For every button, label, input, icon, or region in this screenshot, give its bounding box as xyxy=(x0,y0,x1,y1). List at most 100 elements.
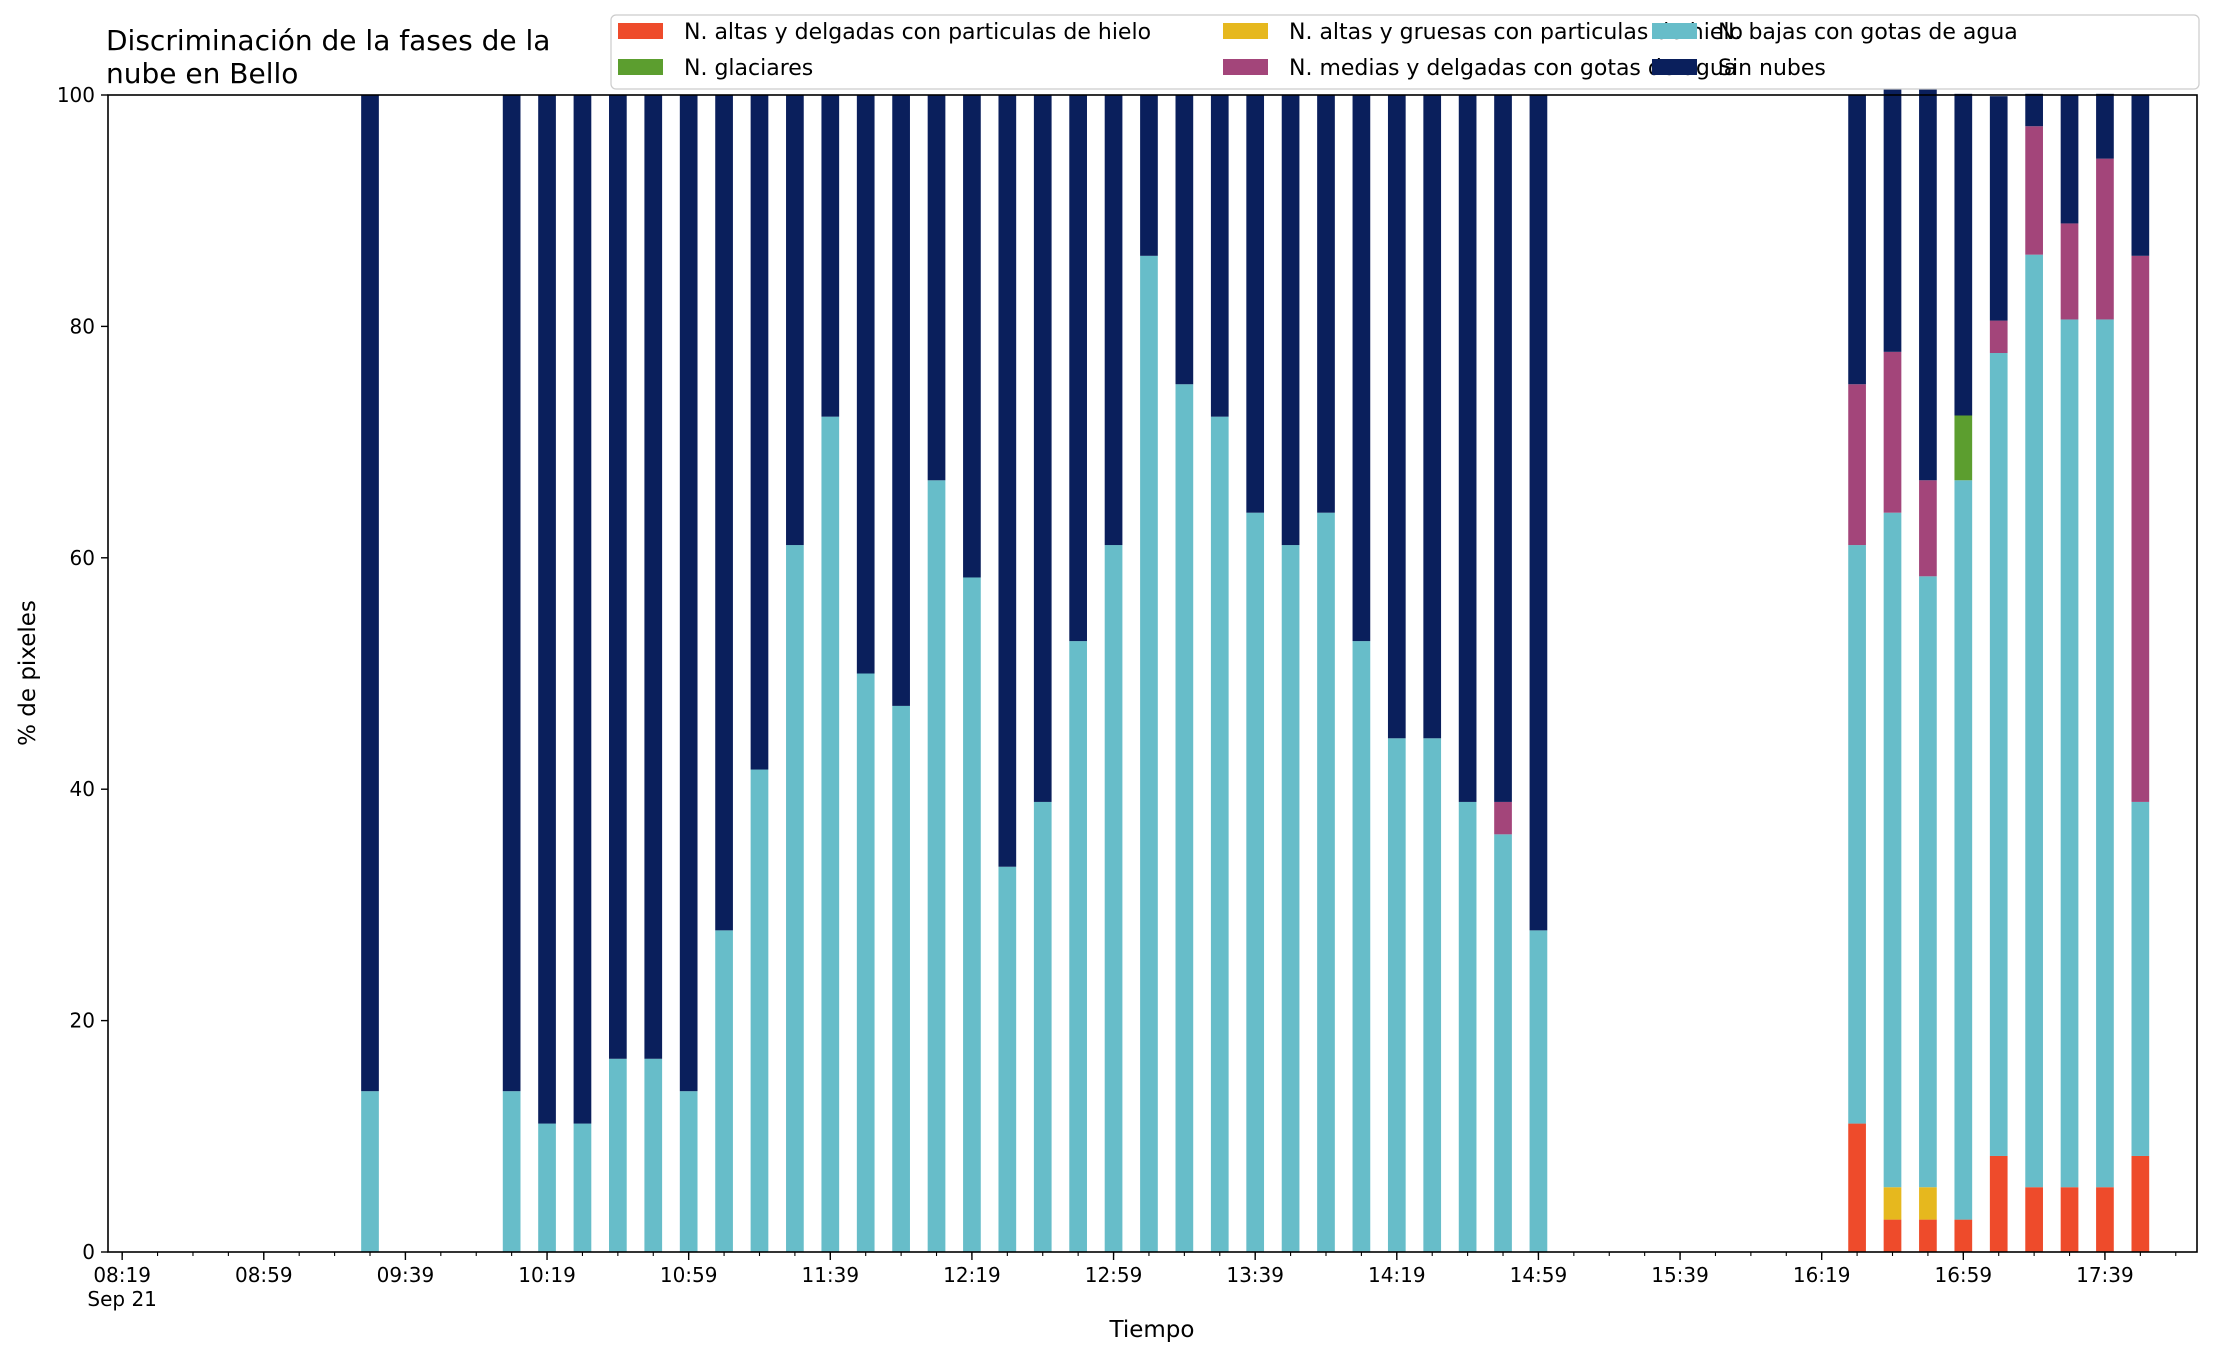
bar-segment xyxy=(361,95,379,1092)
bar-segment xyxy=(1033,95,1052,802)
bar-segment xyxy=(1529,930,1548,1252)
bar-segment xyxy=(892,705,910,1252)
bar-segment xyxy=(609,1058,627,1252)
x-date-label: Sep 21 xyxy=(87,1287,157,1311)
x-tick-label: 15:39 xyxy=(1651,1263,1709,1287)
chart-title-line2: nube en Bello xyxy=(106,57,298,90)
bar-segment xyxy=(1423,95,1442,739)
bar-segment xyxy=(786,545,804,1252)
legend-swatch xyxy=(618,23,663,39)
bar-segment xyxy=(2096,158,2114,320)
bar-segment xyxy=(573,1123,592,1252)
bar-segment xyxy=(1210,416,1229,1252)
bar-segment xyxy=(2060,1187,2079,1252)
bar-segment xyxy=(963,577,981,1252)
bar-segment xyxy=(1104,545,1123,1252)
bar-segment xyxy=(1175,384,1194,1252)
y-axis: 0 20 40 60 80 100 xyxy=(57,83,108,1264)
bar-segment xyxy=(1387,738,1406,1252)
bar-segment xyxy=(1954,1219,1973,1252)
bar-segment xyxy=(821,95,840,417)
x-tick-label: 13:39 xyxy=(1226,1263,1284,1287)
bar-segment xyxy=(2025,126,2043,255)
bar-segment xyxy=(1848,1123,1866,1252)
x-tick-label: 14:59 xyxy=(1510,1263,1568,1287)
bar-segment xyxy=(1317,512,1335,1252)
bar-segment xyxy=(2131,801,2150,1156)
bar-segment xyxy=(609,95,627,1059)
legend: N. altas y delgadas con particulas de hi… xyxy=(610,14,2200,90)
y-tick-label: 0 xyxy=(82,1240,95,1264)
bar-segment xyxy=(1423,738,1442,1252)
x-tick-label: 11:39 xyxy=(801,1263,859,1287)
bar-segment xyxy=(1069,641,1087,1252)
bar-segment xyxy=(538,1123,556,1252)
bar-segment xyxy=(1458,95,1477,802)
bar-segment xyxy=(538,95,556,1124)
bar-segment xyxy=(1140,255,1158,1252)
bar-segment xyxy=(1529,95,1548,931)
bar-segment xyxy=(1883,351,1902,513)
legend-frame xyxy=(610,14,2200,90)
bars-layer xyxy=(361,62,2150,1252)
plot-frame xyxy=(107,94,2198,1253)
x-tick-label: 17:39 xyxy=(2076,1263,2134,1287)
chart-title-line1: Discriminación de la fases de la xyxy=(106,24,550,57)
x-tick-label: 10:19 xyxy=(518,1263,576,1287)
bar-segment xyxy=(1210,95,1229,417)
legend-label: N. altas y delgadas con particulas de hi… xyxy=(684,20,1151,45)
bar-segment xyxy=(1883,1219,1902,1252)
x-tick-label: 09:39 xyxy=(377,1263,435,1287)
bar-segment xyxy=(1919,1187,1937,1220)
bar-segment xyxy=(1883,62,1902,352)
bar-segment xyxy=(573,95,592,1124)
bar-segment xyxy=(2060,319,2079,1188)
bar-segment xyxy=(1281,545,1300,1252)
legend-label: N. bajas con gotas de agua xyxy=(1718,20,2018,45)
bar-segment xyxy=(963,95,981,578)
bar-segment xyxy=(856,95,875,674)
bar-segment xyxy=(2131,1155,2150,1252)
bar-segment xyxy=(1989,320,2008,354)
bar-segment xyxy=(750,769,769,1252)
x-tick-label: 16:19 xyxy=(1793,1263,1851,1287)
bar-segment xyxy=(1069,95,1087,642)
x-tick-label: 16:59 xyxy=(1934,1263,1992,1287)
bar-segment xyxy=(1919,62,1937,481)
bar-segment xyxy=(1281,95,1300,546)
bar-segment xyxy=(1033,801,1052,1252)
y-tick-label: 20 xyxy=(70,1009,95,1033)
bar-segment xyxy=(2096,93,2114,159)
bar-segment xyxy=(1883,512,1902,1188)
bar-segment xyxy=(1848,545,1866,1124)
bar-segment xyxy=(1919,576,1937,1188)
x-tick-label: 08:19 xyxy=(93,1263,151,1287)
bar-segment xyxy=(1494,801,1512,835)
bar-segment xyxy=(2060,223,2079,320)
bar-segment xyxy=(998,95,1017,867)
bar-segment xyxy=(644,1058,663,1252)
bar-segment xyxy=(998,866,1017,1252)
bar-segment xyxy=(715,95,733,931)
bar-segment xyxy=(2131,95,2150,256)
y-tick-label: 40 xyxy=(70,777,95,801)
bar-segment xyxy=(856,673,875,1252)
bar-segment xyxy=(1954,93,1973,416)
legend-swatch xyxy=(1652,23,1697,39)
bar-segment xyxy=(2131,255,2150,802)
legend-swatch xyxy=(1223,23,1268,39)
bar-segment xyxy=(2025,1187,2043,1252)
bar-segment xyxy=(1494,834,1512,1252)
bar-segment xyxy=(1387,95,1406,739)
x-axis-label: Tiempo xyxy=(1109,1317,1195,1343)
bar-segment xyxy=(679,1091,698,1252)
bar-segment xyxy=(1175,95,1194,385)
legend-swatch xyxy=(1223,59,1268,75)
bar-segment xyxy=(927,95,946,481)
bar-segment xyxy=(644,95,663,1059)
x-tick-label: 10:59 xyxy=(660,1263,718,1287)
bar-segment xyxy=(2025,254,2043,1188)
bar-segment xyxy=(502,95,521,1092)
